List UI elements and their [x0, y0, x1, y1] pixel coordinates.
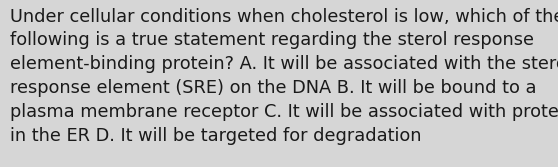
Text: Under cellular conditions when cholesterol is low, which of the
following is a t: Under cellular conditions when cholester…	[10, 8, 558, 145]
